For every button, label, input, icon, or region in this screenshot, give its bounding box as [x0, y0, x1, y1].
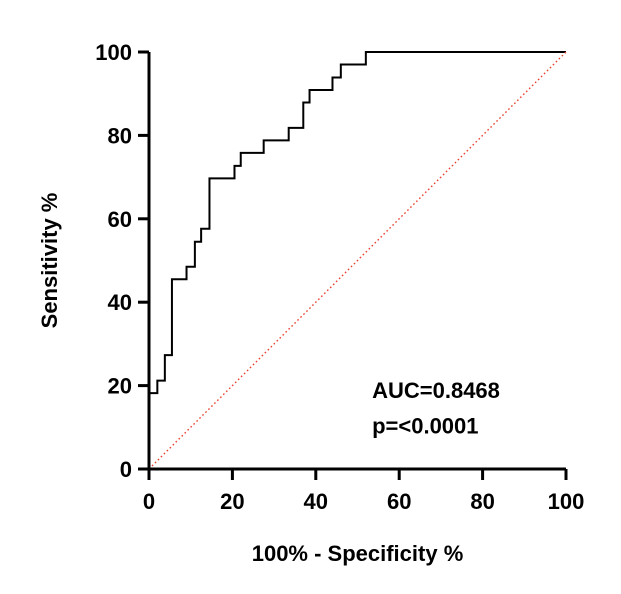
- x-tick-label-40: 40: [304, 489, 328, 514]
- y-tick-label-60: 60: [108, 207, 132, 232]
- x-axis-title: 100% - Specificity %: [252, 541, 464, 566]
- x-tick-label-100: 100: [548, 489, 585, 514]
- auc-annotation: AUC=0.8468: [372, 378, 500, 403]
- x-tick-label-80: 80: [470, 489, 494, 514]
- x-tick-label-60: 60: [387, 489, 411, 514]
- x-tick-label-0: 0: [143, 489, 155, 514]
- y-axis-title: Sensitivity %: [37, 193, 62, 329]
- reference-diagonal-line: [148, 51, 567, 470]
- p-value-annotation: p=<0.0001: [372, 414, 478, 439]
- y-tick-label-100: 100: [95, 40, 132, 65]
- x-tick-label-20: 20: [220, 489, 244, 514]
- roc-curve-line: [148, 51, 566, 469]
- y-tick-label-80: 80: [108, 123, 132, 148]
- y-tick-label-20: 20: [108, 374, 132, 399]
- y-tick-label-40: 40: [108, 290, 132, 315]
- y-tick-label-0: 0: [120, 457, 132, 482]
